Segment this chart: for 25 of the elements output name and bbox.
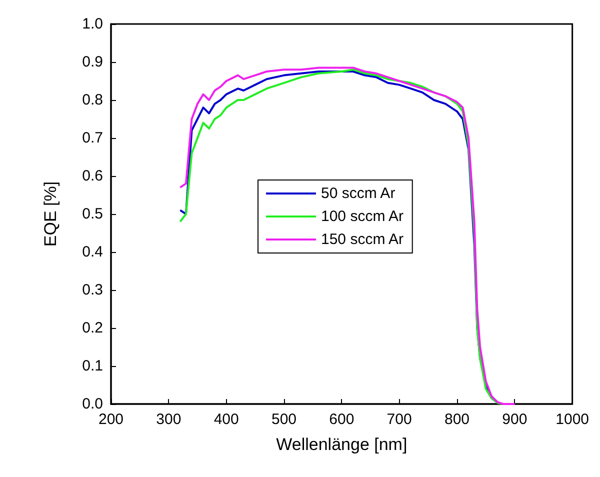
- y-tick-label: 0.7: [82, 130, 103, 146]
- y-tick-label: 0.6: [82, 168, 103, 184]
- x-tick-label: 800: [444, 411, 470, 428]
- x-tick-label: 400: [214, 411, 239, 428]
- x-tick-label: 700: [386, 411, 412, 428]
- legend-label: 100 sccm Ar: [321, 208, 404, 225]
- x-tick-label: 300: [156, 411, 182, 428]
- y-tick-label: 0.9: [82, 54, 103, 70]
- x-axis-title: Wellenlänge [nm]: [276, 435, 408, 454]
- y-tick-label: 0.2: [82, 320, 103, 336]
- y-tick-label: 0.0: [82, 396, 103, 412]
- x-tick-label: 900: [502, 411, 528, 428]
- y-tick-label: 0.8: [82, 92, 103, 108]
- y-tick-label: 1.0: [82, 16, 103, 32]
- y-tick-label: 0.1: [82, 358, 103, 374]
- y-tick-label: 0.5: [82, 206, 103, 222]
- y-tick-label: 0.4: [82, 244, 103, 260]
- legend-label: 150 sccm Ar: [321, 231, 404, 248]
- x-tick-label: 600: [329, 411, 354, 428]
- legend-label: 50 sccm Ar: [321, 185, 396, 202]
- y-axis-title: EQE [%]: [41, 181, 60, 247]
- x-tick-label: 1000: [556, 411, 590, 428]
- x-tick-label: 200: [98, 411, 124, 428]
- y-tick-label: 0.3: [82, 282, 103, 298]
- x-tick-label: 500: [271, 411, 297, 428]
